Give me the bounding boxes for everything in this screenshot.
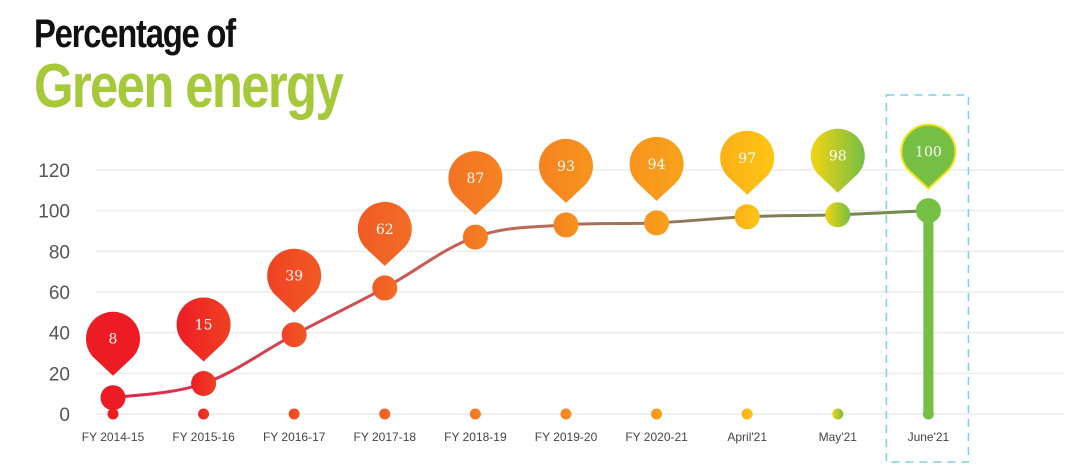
y-tick-label: 60 xyxy=(49,283,70,304)
data-label: 93 xyxy=(557,159,575,175)
y-tick-label: 0 xyxy=(59,405,70,426)
series-line xyxy=(112,209,929,400)
data-label-pin xyxy=(357,201,412,266)
data-label-pin xyxy=(539,138,593,203)
data-points xyxy=(100,198,941,420)
axis-dot xyxy=(198,408,210,420)
axis-dot xyxy=(469,408,481,420)
data-label: 98 xyxy=(829,149,847,165)
chart-title: Percentage of Green energy xyxy=(34,14,410,118)
axis-dot xyxy=(560,408,572,420)
data-label-pin xyxy=(448,151,503,216)
data-label: 62 xyxy=(376,222,394,238)
x-tick-label: FY 2016-17 xyxy=(263,430,326,444)
axis-dot xyxy=(741,408,753,420)
y-axis: 0 20 40 60 80 100 120 xyxy=(38,161,70,426)
data-label-pin xyxy=(176,297,231,362)
x-tick-label: May'21 xyxy=(819,430,858,444)
axis-dot xyxy=(379,408,391,420)
x-tick-label: FY 2019-20 xyxy=(535,430,598,444)
x-tick-label: FY 2017-18 xyxy=(354,430,417,444)
data-label-pin xyxy=(810,128,865,193)
data-label: 8 xyxy=(109,332,118,348)
axis-dot xyxy=(107,408,119,420)
x-tick-label: FY 2015-16 xyxy=(172,430,235,444)
data-label-pins: 8 15 39 62 87 93 94 97 98 100 xyxy=(86,123,957,376)
title-line-1: Percentage of xyxy=(34,12,236,56)
y-tick-label: 40 xyxy=(49,324,70,345)
y-tick-label: 80 xyxy=(49,242,70,263)
data-label: 39 xyxy=(285,269,303,285)
data-point[interactable] xyxy=(372,275,398,301)
highlight-box-group xyxy=(885,94,970,463)
data-point[interactable] xyxy=(462,224,488,250)
data-label: 94 xyxy=(648,157,666,173)
data-point[interactable] xyxy=(100,385,126,411)
x-tick-label: FY 2020-21 xyxy=(625,430,688,444)
data-label: 97 xyxy=(738,151,756,167)
axis-dot xyxy=(832,408,844,420)
series-line-group xyxy=(112,209,929,400)
data-point[interactable] xyxy=(281,322,307,348)
title-line-2: Green energy xyxy=(34,52,344,121)
data-label-pin xyxy=(629,136,684,201)
data-point[interactable] xyxy=(191,371,217,396)
axis-dot xyxy=(288,408,300,420)
x-tick-label: FY 2018-19 xyxy=(444,430,507,444)
y-tick-label: 20 xyxy=(49,364,70,385)
data-label-pin xyxy=(86,311,141,376)
data-label-pin xyxy=(267,248,322,313)
axis-dot xyxy=(651,408,663,420)
y-tick-label: 120 xyxy=(38,161,70,182)
y-tick-label: 100 xyxy=(38,202,70,223)
data-point[interactable] xyxy=(644,210,670,236)
data-label-pin xyxy=(900,123,957,191)
x-tick-label: June'21 xyxy=(908,430,950,444)
data-label-pin xyxy=(720,130,775,195)
highlight-box xyxy=(885,94,970,463)
data-label: 87 xyxy=(466,171,484,187)
data-point[interactable] xyxy=(553,212,579,238)
data-point[interactable] xyxy=(915,198,941,224)
data-point[interactable] xyxy=(825,202,851,228)
data-label: 15 xyxy=(195,318,213,334)
x-axis: FY 2014-15 FY 2015-16 FY 2016-17 FY 2017-18… xyxy=(82,430,950,444)
data-label: 100 xyxy=(915,145,942,161)
x-tick-label: April'21 xyxy=(727,430,767,444)
x-tick-label: FY 2014-15 xyxy=(82,430,145,444)
axis-dot xyxy=(922,408,934,420)
data-point[interactable] xyxy=(734,204,760,230)
